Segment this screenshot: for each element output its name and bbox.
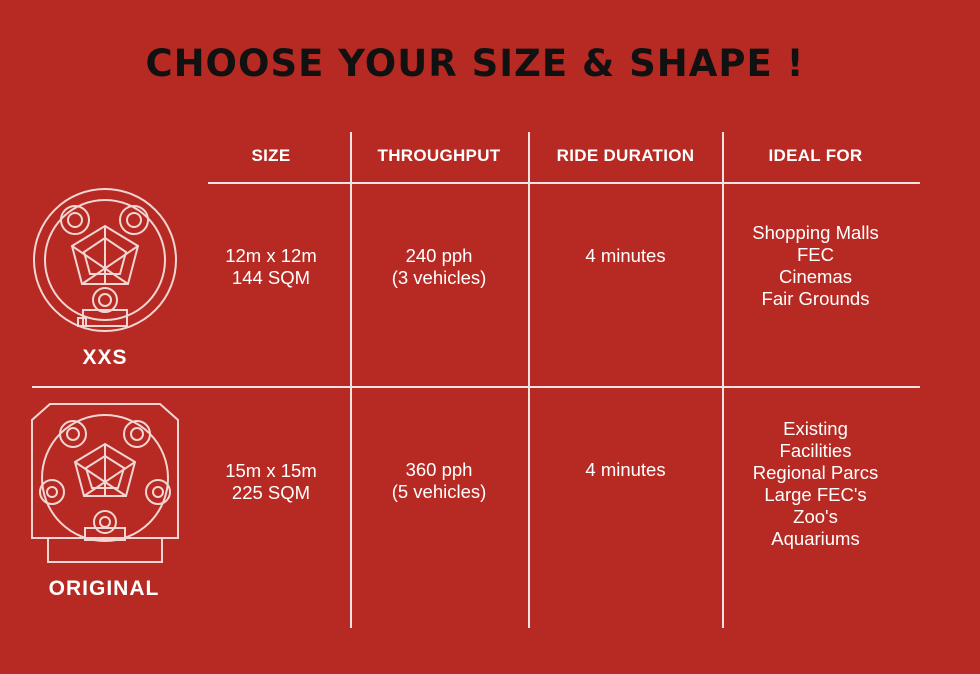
throughput-cell-original: 360 pph (5 vehicles) [351, 459, 527, 503]
xxs-layout-icon [33, 188, 177, 332]
ideal-for-item: Large FEC's [764, 484, 867, 505]
column-divider [350, 132, 352, 628]
ride-duration: 4 minutes [585, 245, 666, 266]
size-area: 225 SQM [231, 482, 311, 503]
ideal-for-item: FEC [797, 244, 834, 265]
header-size: SIZE [251, 146, 291, 165]
row-label-original: ORIGINAL [48, 577, 160, 600]
original-layout-icon [31, 403, 179, 563]
column-divider [528, 132, 530, 628]
ideal-for-item: Existing [783, 418, 848, 439]
ideal-for-item: Fair Grounds [761, 288, 870, 309]
duration-cell-xxs: 4 minutes [529, 245, 722, 267]
column-divider [722, 132, 724, 628]
header-ride-duration: RIDE DURATION [556, 146, 695, 165]
ideal-for-item: Shopping Malls [752, 222, 879, 243]
header-divider [208, 182, 920, 184]
throughput-vehicles: (5 vehicles) [391, 481, 487, 502]
ideal-for-item: Regional Parcs [752, 462, 879, 483]
size-cell-xxs: 12m x 12m 144 SQM [210, 245, 332, 289]
ride-duration: 4 minutes [585, 459, 666, 480]
throughput-rate: 240 pph [405, 245, 473, 266]
header-ideal-for: IDEAL FOR [768, 146, 863, 165]
duration-cell-original: 4 minutes [529, 459, 722, 481]
ideal-for-item: Aquariums [771, 528, 860, 549]
ideal-for-cell-xxs: Shopping Malls FEC Cinemas Fair Grounds [723, 222, 908, 310]
throughput-cell-xxs: 240 pph (3 vehicles) [351, 245, 527, 289]
ideal-for-cell-original: Existing Facilities Regional Parcs Large… [723, 418, 908, 550]
header-throughput: THROUGHPUT [377, 146, 501, 165]
ideal-for-item: Facilities [779, 440, 852, 461]
throughput-vehicles: (3 vehicles) [391, 267, 487, 288]
page-title: CHOOSE YOUR SIZE & SHAPE ! [145, 42, 805, 85]
size-dimensions: 15m x 15m [225, 460, 317, 481]
size-cell-original: 15m x 15m 225 SQM [210, 460, 332, 504]
row-label-xxs: XXS [82, 346, 128, 369]
ideal-for-item: Zoo's [793, 506, 838, 527]
size-dimensions: 12m x 12m [225, 245, 317, 266]
size-area: 144 SQM [231, 267, 311, 288]
throughput-rate: 360 pph [405, 459, 473, 480]
ideal-for-item: Cinemas [779, 266, 852, 287]
row-divider [32, 386, 920, 388]
